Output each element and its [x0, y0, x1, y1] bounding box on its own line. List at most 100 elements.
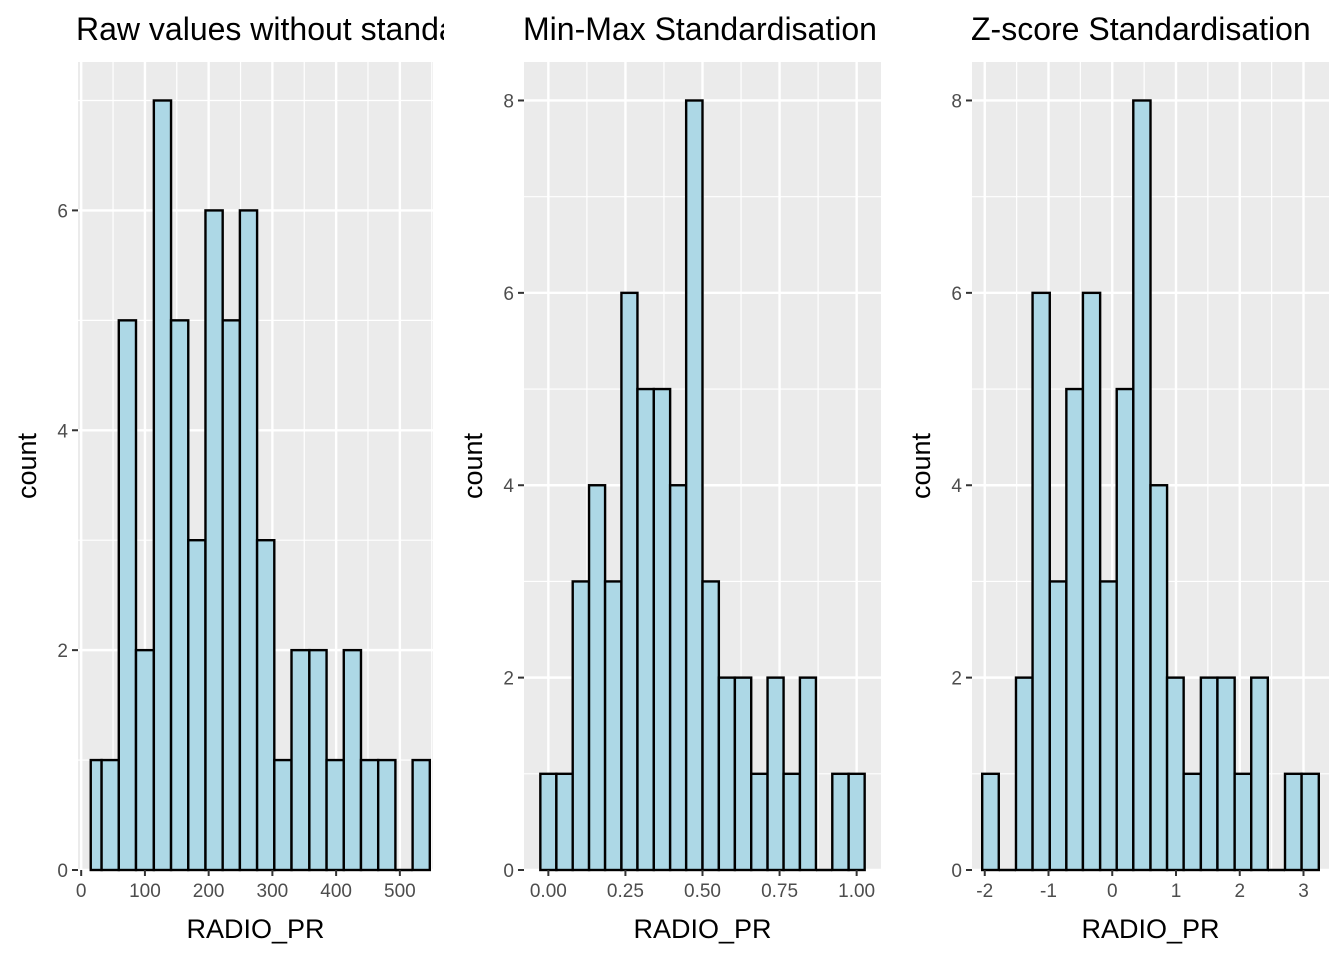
histogram-bar	[308, 648, 328, 872]
x-tick-label: 0	[1107, 881, 1118, 902]
x-tick-label: 2	[1234, 881, 1245, 902]
x-tick-label: 3	[1298, 881, 1309, 902]
y-tick-label: 8	[951, 91, 962, 112]
y-axis-label: count	[906, 432, 936, 499]
y-tick-label: 2	[951, 669, 962, 690]
histogram-bar	[620, 291, 639, 872]
x-tick-label: 400	[320, 881, 352, 902]
histogram-bar	[1300, 772, 1321, 872]
histogram-bar	[1048, 580, 1068, 872]
histogram-bar	[255, 539, 276, 872]
histogram-bar	[1081, 291, 1102, 872]
histogram-bar	[1149, 484, 1169, 872]
histogram-bar	[221, 319, 242, 872]
histogram-bar	[290, 648, 311, 872]
x-tick-label: 0.75	[761, 881, 798, 902]
histogram-bar	[1216, 676, 1236, 872]
histogram-bar	[1065, 387, 1085, 872]
y-tick-label: 6	[951, 284, 962, 305]
histogram-bar	[1182, 772, 1203, 872]
x-axis-label: RADIO_PR	[1081, 914, 1219, 944]
x-tick-label: 1	[1171, 881, 1182, 902]
histogram-bar	[733, 676, 753, 872]
y-tick-label: 6	[57, 201, 68, 222]
histogram-bar	[782, 772, 802, 872]
histogram-bar	[376, 758, 397, 872]
histogram-bar	[571, 580, 591, 872]
y-tick-label: 2	[503, 669, 514, 690]
histogram-bar	[1132, 99, 1152, 872]
histogram-bar	[766, 676, 785, 872]
y-tick-label: 6	[503, 284, 514, 305]
x-tick-label: 0.25	[607, 881, 644, 902]
histogram-bar	[750, 772, 769, 872]
histogram-bar	[117, 319, 138, 872]
histogram-bar	[668, 484, 688, 872]
y-tick-label: 4	[951, 476, 962, 497]
histogram-bar	[1031, 291, 1051, 872]
histogram-bar	[1250, 676, 1269, 872]
x-tick-label: -1	[1040, 881, 1057, 902]
chart-title: Raw values without standardisation	[76, 11, 578, 47]
histogram-bar	[603, 580, 623, 872]
histogram-bar	[1014, 676, 1034, 872]
x-tick-label: 200	[193, 881, 225, 902]
histogram-bar	[238, 209, 259, 872]
histogram-bar	[359, 758, 380, 872]
x-tick-label: 0.00	[530, 881, 567, 902]
x-axis-label: RADIO_PR	[186, 914, 324, 944]
histogram-bar	[152, 99, 173, 872]
histogram-bar	[1199, 676, 1219, 872]
y-tick-label: 4	[57, 421, 68, 442]
y-tick-label: 0	[57, 861, 68, 882]
histogram-bar	[134, 648, 156, 872]
histogram-bar	[539, 772, 558, 872]
histogram-bar	[1115, 387, 1135, 872]
y-tick-label: 0	[951, 861, 962, 882]
x-tick-label: 1.00	[838, 881, 875, 902]
histogram-bar	[1098, 580, 1118, 872]
histogram-bar	[169, 319, 190, 872]
y-tick-label: 4	[503, 476, 514, 497]
histogram-bar	[555, 772, 574, 872]
histogram-bar	[1283, 772, 1303, 872]
chart-title: Z-score Standardisation	[971, 11, 1311, 47]
y-tick-label: 8	[503, 91, 514, 112]
y-tick-label: 2	[57, 641, 68, 662]
chart-title: Min-Max Standardisation	[523, 11, 877, 47]
chart-panel-1: Raw values without standardisation 0 2 4 6 0 1…	[12, 11, 578, 944]
x-tick-label: -2	[976, 881, 993, 902]
histogram-bar	[652, 387, 672, 872]
x-tick-label: 500	[384, 881, 416, 902]
histogram-bar	[187, 539, 207, 872]
x-tick-label: 100	[129, 881, 161, 902]
x-tick-label: 0	[76, 881, 87, 902]
histogram-bar	[325, 758, 345, 872]
y-axis-label: count	[458, 432, 488, 499]
histogram-bar	[636, 387, 655, 872]
histogram-bar	[100, 758, 120, 872]
histogram-bar	[798, 676, 818, 872]
y-axis-label: count	[12, 432, 42, 499]
histogram-bar	[89, 758, 103, 872]
x-tick-label: 300	[257, 881, 289, 902]
x-axis-label: RADIO_PR	[633, 914, 771, 944]
histogram-bar	[831, 772, 850, 872]
histogram-bar	[701, 580, 721, 872]
histogram-bar	[717, 676, 737, 872]
histogram-bar	[847, 772, 866, 872]
histogram-bar	[1165, 676, 1185, 872]
histogram-bar	[981, 772, 1000, 872]
histogram-bar	[684, 99, 704, 872]
histogram-bar	[411, 758, 432, 872]
chart-panel-2: Min-Max Standardisation 0 2 4 6 8 0.00 0.25 0.50…	[458, 11, 881, 944]
histogram-bar	[273, 758, 293, 872]
histogram-bar	[587, 484, 607, 872]
histogram-bar	[342, 648, 363, 872]
histogram-bar	[204, 209, 224, 872]
x-tick-label: 0.50	[684, 881, 721, 902]
histogram-bar	[1233, 772, 1253, 872]
y-tick-label: 0	[503, 861, 514, 882]
chart-panel-3: Z-score Standardisation 0 2 4 6 8 -2 -1 0 1 2 3 RADI…	[906, 11, 1329, 944]
